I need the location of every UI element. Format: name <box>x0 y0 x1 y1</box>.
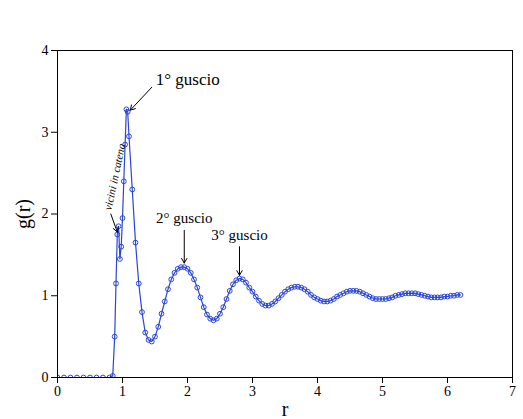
svg-text:g(r): g(r) <box>12 199 35 229</box>
svg-text:7: 7 <box>509 384 516 399</box>
svg-text:3° guscio: 3° guscio <box>211 227 267 243</box>
svg-text:5: 5 <box>379 384 386 399</box>
svg-text:0: 0 <box>42 370 49 385</box>
svg-text:1° guscio: 1° guscio <box>156 70 220 89</box>
svg-text:1: 1 <box>119 384 126 399</box>
svg-text:3: 3 <box>249 384 256 399</box>
svg-text:2: 2 <box>42 206 49 221</box>
svg-text:0: 0 <box>54 384 61 399</box>
svg-text:1: 1 <box>42 288 49 303</box>
svg-text:4: 4 <box>314 384 321 399</box>
svg-text:3: 3 <box>42 125 49 140</box>
svg-text:4: 4 <box>42 43 49 58</box>
svg-text:6: 6 <box>444 384 451 399</box>
svg-text:r: r <box>282 398 289 419</box>
svg-text:2° guscio: 2° guscio <box>156 210 212 226</box>
svg-text:vicini in catena: vicini in catena <box>101 142 127 211</box>
svg-text:2: 2 <box>184 384 191 399</box>
